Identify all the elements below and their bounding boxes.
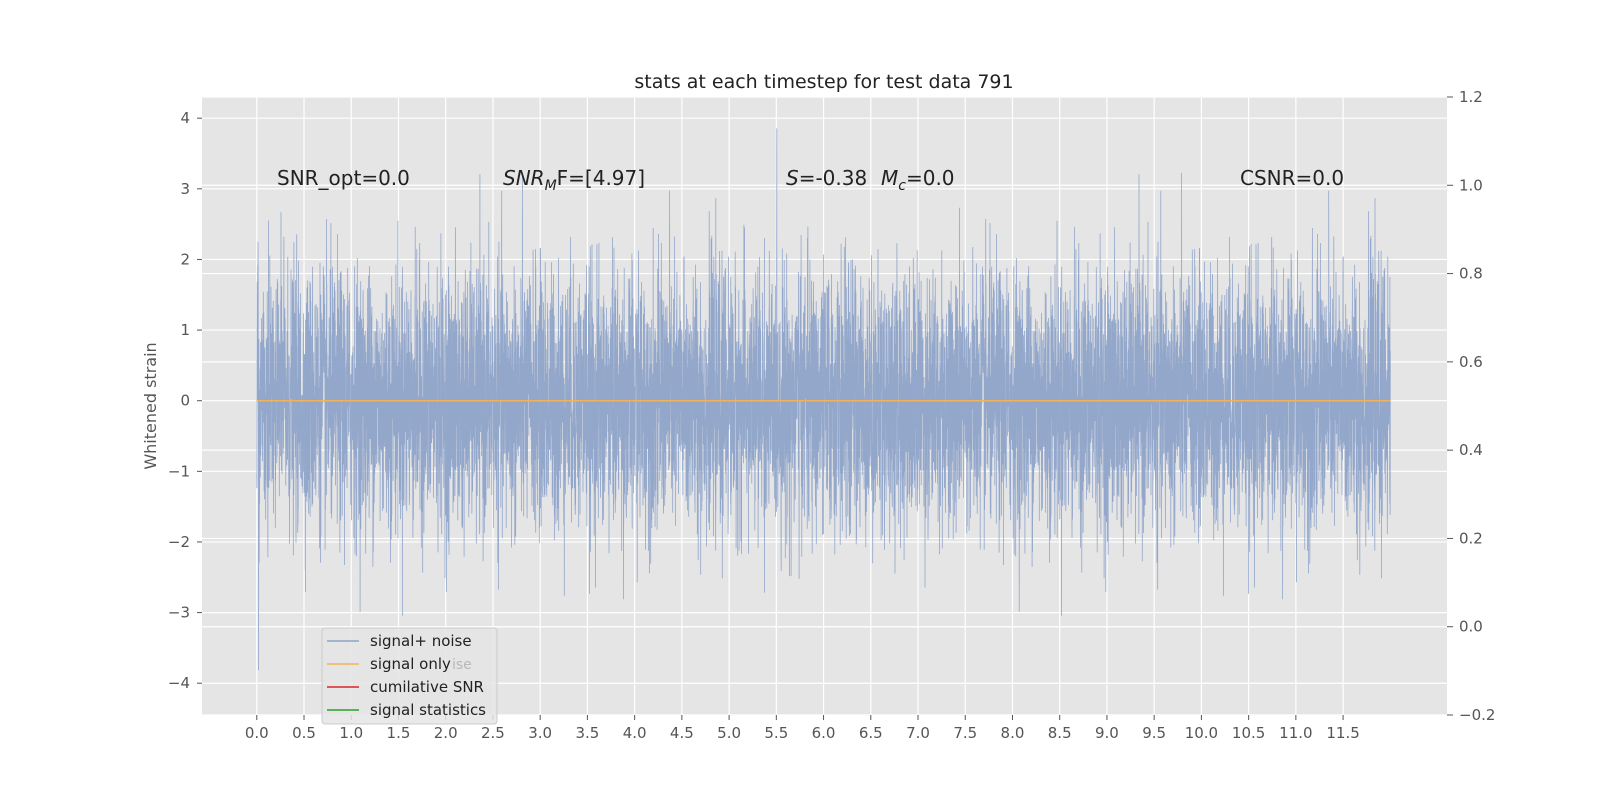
x-tick-label: 4.0: [623, 724, 647, 742]
y-tick-label: 0: [180, 392, 190, 410]
x-tick-label: 9.5: [1142, 724, 1166, 742]
x-tick-label: 11.5: [1326, 724, 1359, 742]
x-tick-label: 1.0: [339, 724, 363, 742]
legend: ise signal+ noise signal only cumilative…: [321, 627, 498, 725]
y-tick-label: 2: [180, 250, 190, 268]
series-signal-noise: [256, 128, 1391, 671]
y-tick-label: 4: [180, 109, 190, 127]
x-tick-label: 6.5: [859, 724, 883, 742]
x-tick-label: 8.0: [1001, 724, 1025, 742]
y2-tick-label: 1.2: [1459, 88, 1483, 106]
y2-tick-label: −0.2: [1459, 706, 1495, 724]
annotation-mc: Mc=0.0: [881, 166, 955, 194]
x-tick-label: 3.0: [528, 724, 552, 742]
y-tick-label: 1: [180, 321, 190, 339]
y-tick-label: −1: [168, 462, 190, 480]
x-tick-label: 6.0: [812, 724, 836, 742]
mc-symbol: M: [881, 166, 898, 190]
s-value: =-0.38: [799, 166, 868, 190]
x-tick-label: 7.5: [953, 724, 977, 742]
snr-mf-symbol: SNR: [503, 166, 545, 190]
y-tick-label: −3: [168, 604, 190, 622]
x-tick-label: 3.5: [575, 724, 599, 742]
x-tick-label: 4.5: [670, 724, 694, 742]
x-tick-label: 0.5: [292, 724, 316, 742]
y2-tick-label: 0.8: [1459, 265, 1483, 283]
y-axis-ticks: 4 3 2 1 0 −1 −2 −3 −4: [168, 109, 202, 692]
y2-tick-label: 0.0: [1459, 618, 1483, 636]
y-tick-label: 3: [180, 180, 190, 198]
s-symbol: S: [786, 166, 799, 190]
x-tick-label: 10.5: [1232, 724, 1265, 742]
x-tick-label: 5.5: [764, 724, 788, 742]
annotation-s: S=-0.38: [786, 166, 867, 190]
legend-label-cumulative-snr: cumilative SNR: [370, 678, 484, 696]
y-axis-label: Whitened strain: [141, 342, 160, 469]
snr-mf-value: F=[4.97]: [557, 166, 645, 190]
x-tick-label: 2.0: [434, 724, 458, 742]
snr-mf-subscript: M: [545, 178, 557, 194]
legend-ghost-text: ise: [452, 657, 472, 673]
noise-series-layer: [256, 128, 1391, 671]
annotation-snr-mf: SNRMF=[4.97]: [503, 166, 645, 194]
x-tick-label: 8.5: [1048, 724, 1072, 742]
y2-tick-label: 0.4: [1459, 441, 1483, 459]
legend-label-signal-noise: signal+ noise: [370, 632, 472, 650]
legend-box: [321, 627, 498, 725]
x-tick-label: 10.0: [1185, 724, 1218, 742]
y2-tick-label: 0.6: [1459, 353, 1483, 371]
x-tick-label: 7.0: [906, 724, 930, 742]
chart-title: stats at each timestep for test data 791: [634, 71, 1013, 93]
x-tick-label: 11.0: [1279, 724, 1312, 742]
x-tick-label: 5.0: [717, 724, 741, 742]
y2-tick-label: 0.2: [1459, 529, 1483, 547]
y-tick-label: −4: [168, 674, 190, 692]
y-tick-label: −2: [168, 533, 190, 551]
x-axis-ticks: 0.0 0.5 1.0 1.5 2.0 2.5 3.0 3.5 4.0 4.5 5.0 5.5 6.0 6…: [245, 715, 1360, 742]
legend-label-signal-statistics: signal statistics: [370, 701, 486, 719]
x-tick-label: 1.5: [387, 724, 411, 742]
x-tick-label: 9.0: [1095, 724, 1119, 742]
x-tick-label: 2.5: [481, 724, 505, 742]
y2-tick-label: 1.0: [1459, 176, 1483, 194]
mc-subscript: c: [898, 178, 906, 194]
x-tick-label: 0.0: [245, 724, 269, 742]
mc-value: =0.0: [906, 166, 955, 190]
legend-label-signal-only: signal only: [370, 655, 451, 673]
annotation-csnr: CSNR=0.0: [1240, 166, 1344, 190]
annotation-snr-opt: SNR_opt=0.0: [277, 166, 410, 190]
right-y-axis-ticks: 1.2 1.0 0.8 0.6 0.4 0.2 0.0 −0.2: [1447, 88, 1495, 724]
